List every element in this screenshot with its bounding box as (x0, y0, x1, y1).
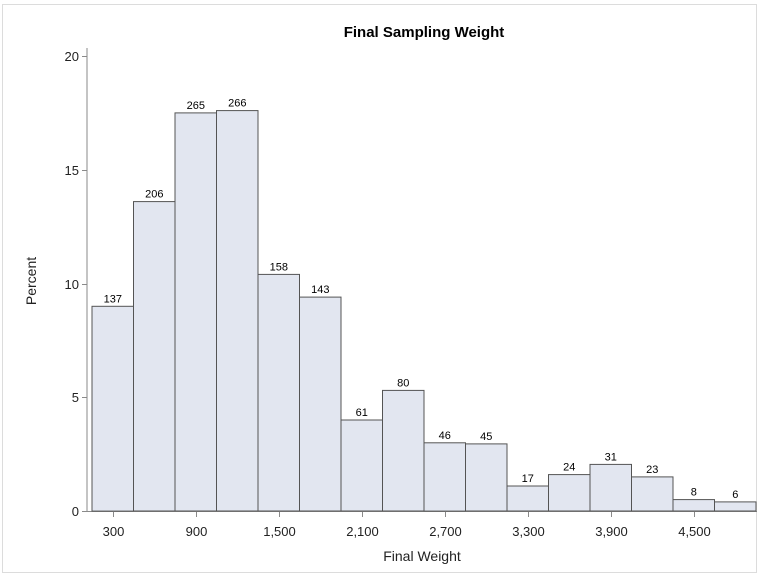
histogram-bar (548, 474, 591, 512)
y-tick-label: 20 (65, 49, 79, 64)
bar-count-label: 143 (311, 284, 329, 296)
bar-count-label: 266 (228, 98, 246, 110)
x-tick-label: 900 (186, 524, 208, 539)
y-axis-label: Percent (23, 257, 39, 305)
x-tick-label: 2,100 (346, 524, 379, 539)
bar-count-label: 80 (397, 377, 409, 389)
bar-count-label: 46 (439, 430, 451, 442)
bar-count-label: 23 (646, 464, 658, 476)
bar-count-label: 206 (145, 189, 163, 201)
plot-area: 0 5 10 15 20 137 206 265 266 158 143 61 80 46 45 17 24 31… (65, 48, 757, 539)
histogram-bar (174, 112, 217, 512)
x-axis-label: Final Weight (383, 548, 461, 564)
x-tick-label: 4,500 (678, 524, 711, 539)
bar-count-label: 24 (563, 462, 575, 474)
x-tick-label: 3,900 (595, 524, 628, 539)
histogram-bar (506, 485, 549, 512)
histogram-bar (133, 201, 176, 512)
histogram-bar (465, 443, 508, 512)
histogram-bar (340, 419, 383, 512)
y-tick-label: 10 (65, 277, 79, 292)
y-tick-label: 0 (72, 504, 79, 519)
x-tick-label: 300 (103, 524, 125, 539)
histogram-bar (382, 389, 425, 512)
bar-count-label: 61 (356, 407, 368, 419)
histogram-bar (589, 463, 632, 512)
bar-count-label: 17 (522, 473, 534, 485)
chart-frame (2, 4, 757, 573)
y-tick-label: 5 (72, 390, 79, 405)
bar-count-label: 158 (270, 261, 288, 273)
histogram-bar (299, 296, 342, 512)
bar-count-label: 8 (691, 487, 697, 499)
histogram-bar (91, 305, 134, 512)
histogram-bar (257, 273, 300, 512)
histogram-bar (672, 499, 715, 512)
x-tick-label: 2,700 (429, 524, 462, 539)
bar-count-label: 265 (187, 100, 205, 112)
histogram-bar (714, 501, 757, 512)
bar-count-label: 31 (605, 451, 617, 463)
bar-count-label: 137 (104, 293, 122, 305)
histogram-bar (423, 442, 466, 512)
x-tick-label: 1,500 (263, 524, 296, 539)
bar-count-label: 6 (732, 489, 738, 501)
y-tick-label: 15 (65, 163, 79, 178)
histogram-bar (216, 110, 259, 512)
chart-title: Final Sampling Weight (344, 24, 505, 41)
x-tick-label: 3,300 (512, 524, 545, 539)
bar-count-label: 45 (480, 431, 492, 443)
histogram-bar (631, 476, 674, 512)
